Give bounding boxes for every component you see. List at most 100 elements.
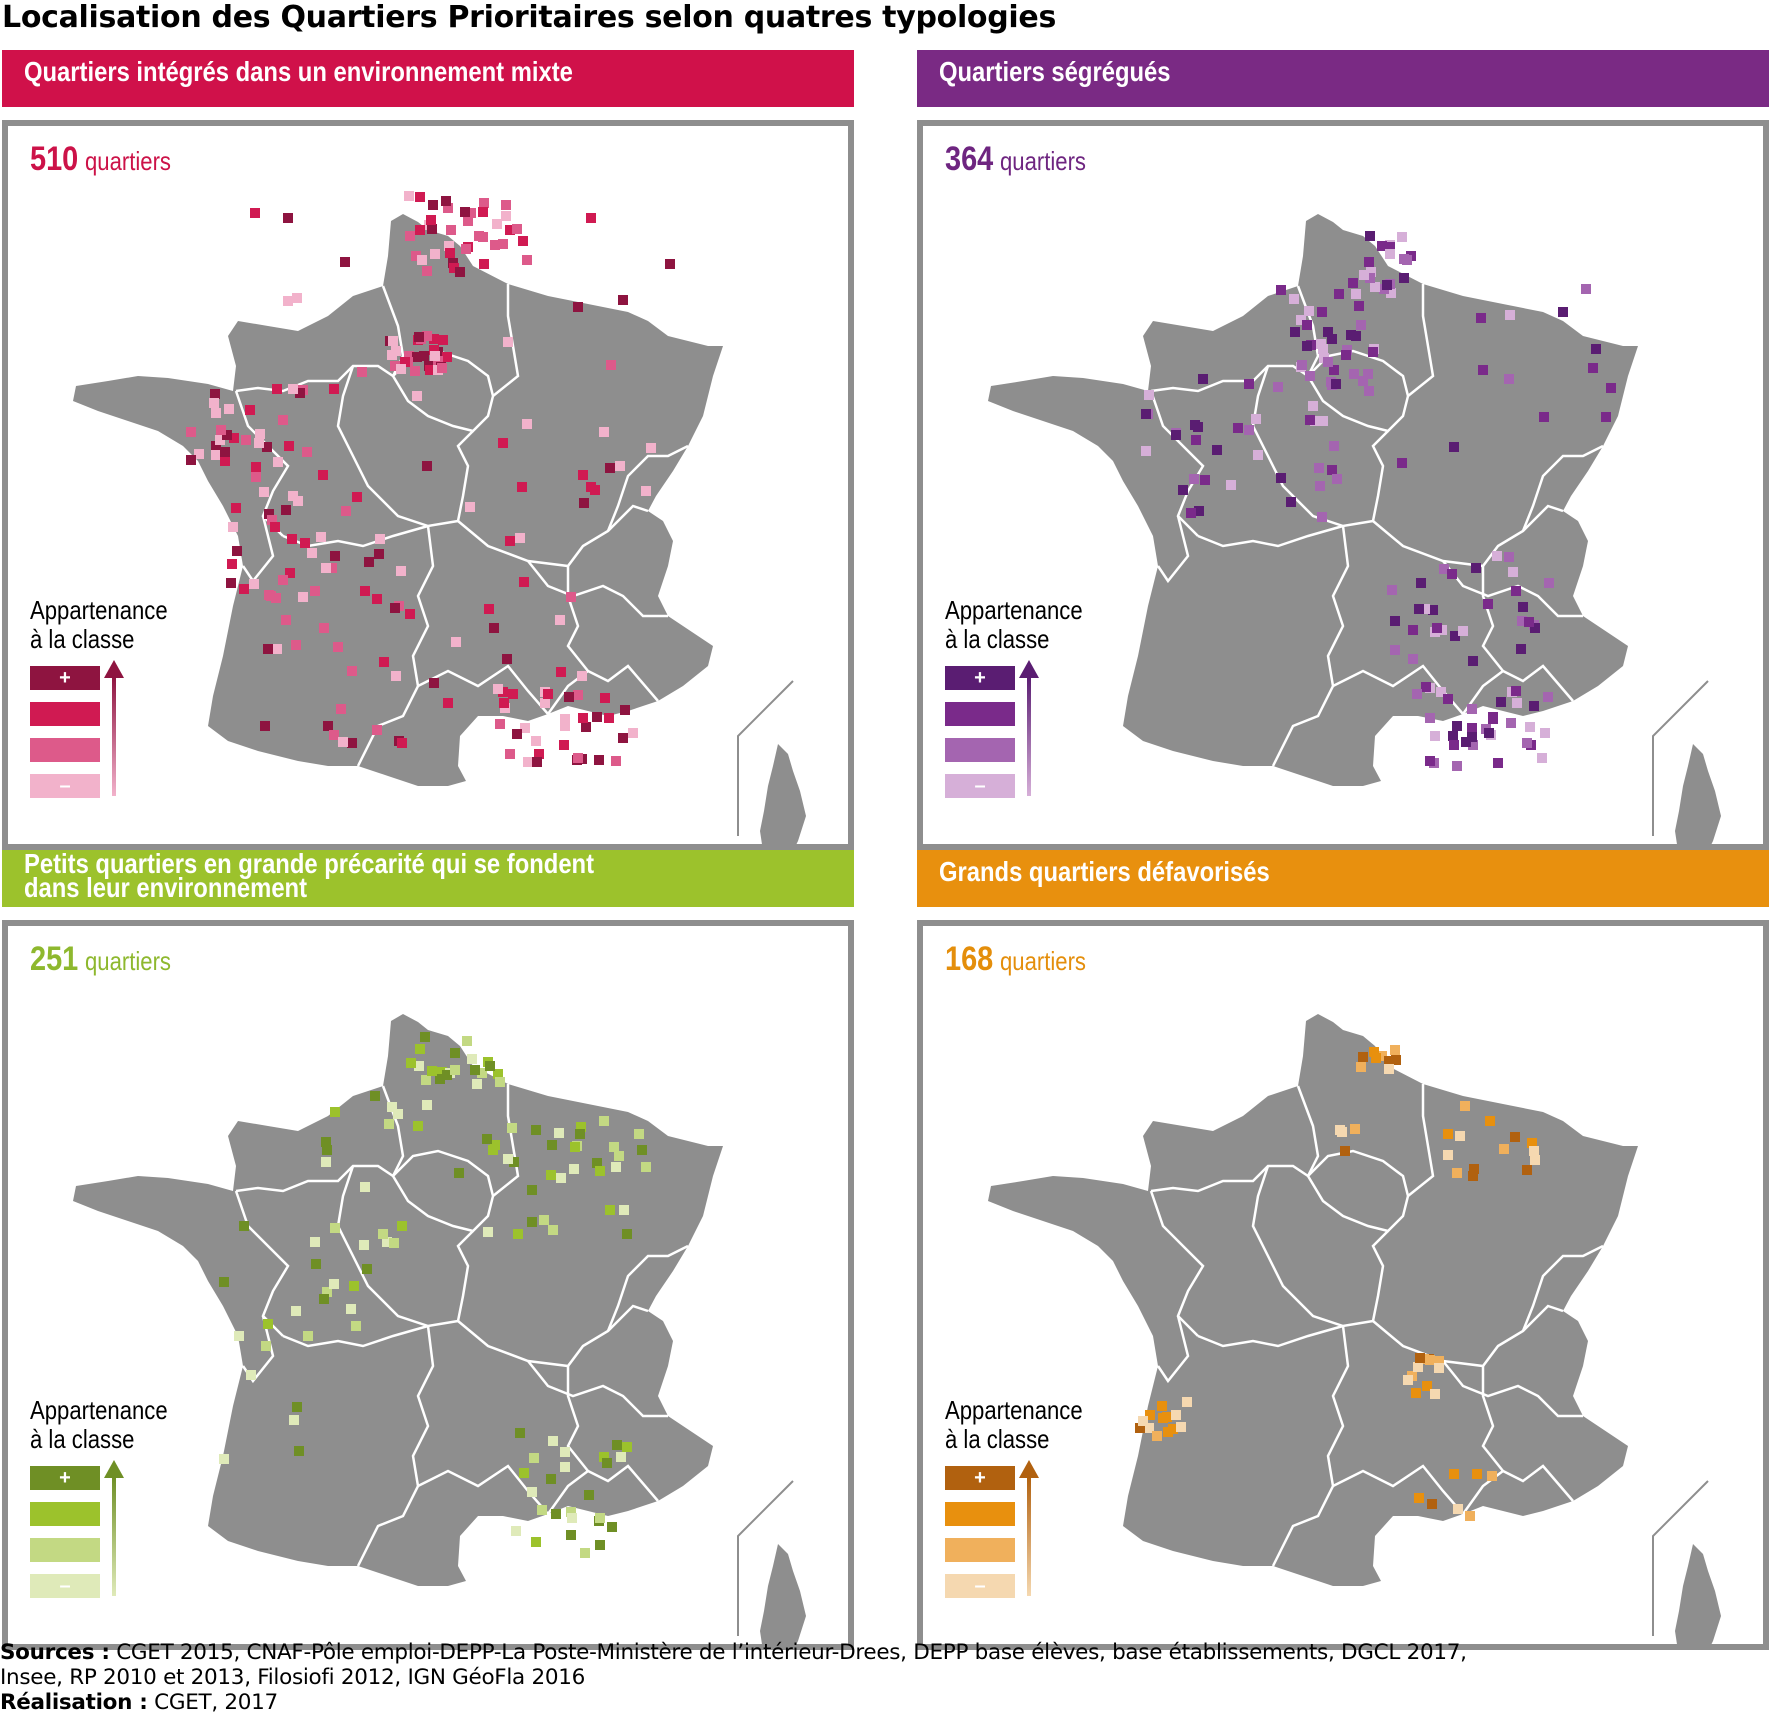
quartier-marker [1253,450,1263,460]
region-boundary [527,1360,668,1418]
quartier-marker [1186,508,1196,518]
quartier-marker [310,1237,320,1247]
legend-arrow-line [112,1476,116,1596]
quartier-marker [1415,1353,1425,1363]
quartier-marker [1488,712,1498,722]
quartier-marker [1318,416,1328,426]
france-mainland-shape [988,1014,1638,1586]
quartier-marker [1329,365,1339,375]
quartier-marker [400,357,410,367]
quartier-marker [470,1065,480,1075]
region-boundary [356,1325,435,1567]
quartier-marker [1601,412,1611,422]
quartier-marker [566,1530,576,1540]
quartier-marker [289,1415,299,1425]
region-boundary [356,525,435,767]
region-boundary [1521,1244,1604,1332]
quartier-marker [1478,365,1488,375]
region-boundary [1372,504,1564,568]
quartier-marker [1302,320,1312,330]
quartier-marker [323,721,333,731]
quartier-marker [1504,552,1514,562]
quartier-marker [261,1341,271,1351]
quartier-marker [1443,1150,1453,1160]
legend-swatch-2 [30,702,100,726]
quartier-marker [340,257,350,267]
quartier-marker [1178,485,1188,495]
quartier-marker [227,559,237,569]
quartier-marker [618,295,628,305]
quartier-marker [1350,1124,1360,1134]
quartier-marker [427,224,437,234]
quartier-marker [1434,1363,1444,1373]
quartier-marker [1413,1362,1423,1372]
quartier-marker [477,1068,487,1078]
france-mainland-shape [73,1014,723,1586]
quartier-marker [1371,1053,1381,1063]
quartier-marker [1212,445,1222,455]
quartier-marker [249,579,259,589]
quartier-marker [298,592,308,602]
quartier-marker [573,753,583,763]
quartier-marker [1289,294,1299,304]
quartier-marker [520,723,530,733]
quartier-marker [531,1537,541,1547]
quartier-marker [1323,357,1333,367]
quartier-marker [505,536,515,546]
quartier-marker [1385,249,1395,259]
quartier-marker [1358,1052,1368,1062]
corsica-shape [1675,744,1721,844]
quartier-marker [422,331,432,341]
quartier-marker [390,603,400,613]
quartier-marker [559,740,569,750]
quartier-marker [1365,231,1375,241]
panel-petits-quartiers: Petits quartiers en grande précarité qui… [2,850,854,1650]
quartier-marker [1334,289,1344,299]
quartier-marker [467,1054,477,1064]
legend-title-text: Appartenance à la classe [945,1395,1083,1454]
quartier-marker [390,361,400,371]
quartier-marker [1522,1165,1532,1175]
quartier-marker [531,736,541,746]
quartier-marker [1525,722,1535,732]
quartier-marker [1158,1413,1168,1423]
quartier-marker [1510,1132,1520,1142]
quartier-marker [397,1221,407,1231]
quartier-marker [294,1446,304,1456]
quartier-marker [461,244,471,254]
quartier-marker [503,1154,513,1164]
region-boundary [1372,1304,1564,1368]
quartier-marker [1368,347,1378,357]
legend-arrow-line [1027,676,1031,796]
quartier-count-label: quartiers [1000,146,1087,176]
quartier-marker [548,1225,558,1235]
region-boundary [1521,444,1604,532]
quartier-marker [1168,1424,1178,1434]
quartier-marker [1505,310,1515,320]
quartier-marker [429,678,439,688]
quartier-marker [1337,1127,1347,1137]
quartier-marker [259,487,269,497]
quartier-marker [264,509,274,519]
quartier-marker [1472,1469,1482,1479]
quartier-marker [211,450,221,460]
quartier-marker [1233,423,1243,433]
quartier-marker [1484,728,1494,738]
quartier-marker [389,1238,399,1248]
quartier-marker [1452,721,1462,731]
quartier-marker [472,1079,482,1089]
quartier-marker [581,722,591,732]
quartier-marker [1314,463,1324,473]
sources-text: CGET 2015, CNAF-Pôle emploi-DEPP-La Post… [109,1640,1467,1665]
quartier-marker [429,345,439,355]
legend-swatch-1: + [945,1466,1015,1490]
quartier-marker [426,215,436,225]
region-boundary [235,1164,394,1193]
corsica-shape [1675,1544,1721,1644]
quartier-marker [605,463,615,473]
quartier-marker [1537,753,1547,763]
quartier-marker [387,1102,397,1112]
quartier-marker [615,461,625,471]
quartier-marker [347,738,357,748]
quartier-marker [515,1428,525,1438]
